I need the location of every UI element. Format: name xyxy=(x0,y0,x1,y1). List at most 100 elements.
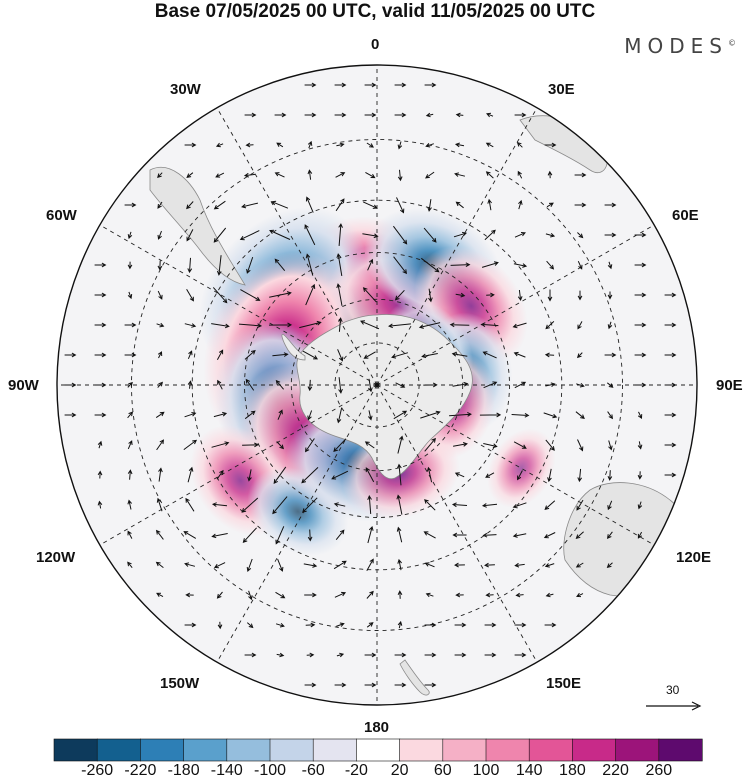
wind-arrow xyxy=(97,440,103,449)
wind-arrow xyxy=(127,440,133,450)
wind-arrow xyxy=(664,442,677,448)
wind-arrow xyxy=(388,323,411,329)
wind-arrow xyxy=(547,468,552,483)
wind-arrow xyxy=(574,172,587,178)
wind-arrow xyxy=(484,652,497,658)
wind-arrow xyxy=(424,652,437,658)
wind-arrow xyxy=(396,463,402,486)
wind-arrow xyxy=(483,443,498,449)
wind-arrow xyxy=(547,289,553,302)
colorbar-tick-label: 180 xyxy=(559,762,586,779)
wind-arrow xyxy=(424,499,436,511)
colorbar-tick-label: -20 xyxy=(344,762,368,779)
wind-arrow xyxy=(486,112,494,118)
wind-arrow xyxy=(514,112,527,118)
wind-arrow xyxy=(362,201,378,209)
wind-arrow xyxy=(454,172,466,177)
wind-arrow xyxy=(213,200,226,210)
wind-vectors xyxy=(64,82,677,688)
wind-arrow xyxy=(517,470,523,481)
wind-arrow xyxy=(394,682,407,688)
wind-arrow xyxy=(367,495,372,514)
wind-arrow xyxy=(186,201,194,210)
wind-arrow xyxy=(454,472,465,478)
wind-arrow xyxy=(307,169,313,180)
wind-arrow xyxy=(336,652,345,658)
wind-arrow xyxy=(334,112,347,118)
wind-arrow xyxy=(276,441,285,450)
wind-arrow xyxy=(547,170,553,179)
wind-arrow xyxy=(211,502,228,507)
wind-arrow xyxy=(604,232,617,238)
wind-arrow xyxy=(512,533,527,538)
chart-title: Base 07/05/2025 00 UTC, valid 11/05/2025… xyxy=(154,1,596,22)
wind-arrow xyxy=(577,321,583,330)
wind-arrow xyxy=(272,352,289,357)
wind-arrow xyxy=(606,382,614,388)
wind-arrow xyxy=(365,467,375,483)
wind-arrow xyxy=(217,379,223,390)
wind-arrow xyxy=(247,469,252,482)
wind-arrow xyxy=(331,470,349,480)
wind-arrow xyxy=(479,412,502,418)
wind-arrow xyxy=(333,560,347,570)
wind-arrow xyxy=(335,529,345,541)
wind-arrow xyxy=(337,317,343,332)
wind-arrow xyxy=(396,526,403,543)
wind-arrow xyxy=(211,323,230,329)
wind-arrow xyxy=(608,440,613,451)
wind-arrow xyxy=(606,562,613,568)
wind-arrow xyxy=(155,529,164,540)
wind-arrow xyxy=(336,283,343,306)
meridian-line xyxy=(376,384,655,546)
wind-arrow xyxy=(396,494,403,515)
new-zealand-landmass xyxy=(399,659,430,696)
wind-arrow xyxy=(518,199,523,210)
wind-arrow xyxy=(333,502,346,507)
wind-arrow xyxy=(545,382,556,387)
meridian-line xyxy=(99,224,378,386)
wind-arrow xyxy=(245,142,254,148)
wind-arrow xyxy=(545,232,556,238)
colorbar-swatch xyxy=(226,738,271,762)
wind-arrow xyxy=(452,381,469,387)
wind-arrow xyxy=(183,439,198,451)
wind-arrow xyxy=(481,503,498,508)
wind-arrow xyxy=(397,558,402,571)
wind-arrow xyxy=(335,172,346,178)
wind-arrow xyxy=(482,351,497,359)
wind-arrow xyxy=(575,562,584,568)
wind-reference-label: 30 xyxy=(666,683,680,697)
wind-arrow xyxy=(299,320,322,329)
wind-arrow xyxy=(512,502,527,509)
wind-arrow xyxy=(512,322,527,329)
wind-arrow xyxy=(64,382,77,388)
wind-arrow xyxy=(94,382,107,388)
wind-arrow xyxy=(157,260,163,271)
wind-arrow xyxy=(366,558,374,571)
wind-arrow xyxy=(634,232,647,238)
wind-arrow xyxy=(397,169,403,182)
wind-arrow xyxy=(187,380,193,389)
wind-arrow xyxy=(215,142,224,148)
antarctic-peninsula xyxy=(281,333,306,361)
wind-arrow xyxy=(215,172,225,178)
wind-arrow xyxy=(305,253,314,276)
wind-arrow xyxy=(269,229,291,240)
wind-arrow xyxy=(514,381,527,389)
wind-arrow xyxy=(577,290,583,301)
wind-arrow xyxy=(607,321,613,330)
wind-arrow xyxy=(306,652,315,658)
wind-arrow xyxy=(244,652,257,658)
wind-arrow xyxy=(303,563,318,568)
wind-arrow xyxy=(664,382,677,388)
wind-arrow xyxy=(454,562,465,568)
wind-arrow xyxy=(364,441,375,449)
meridian-line xyxy=(216,384,378,663)
wind-arrow xyxy=(424,437,436,452)
wind-arrow xyxy=(575,531,584,540)
wind-arrow xyxy=(302,497,318,513)
wind-arrow xyxy=(485,472,495,478)
wind-arrow xyxy=(455,112,464,118)
wind-arrow xyxy=(184,622,197,628)
